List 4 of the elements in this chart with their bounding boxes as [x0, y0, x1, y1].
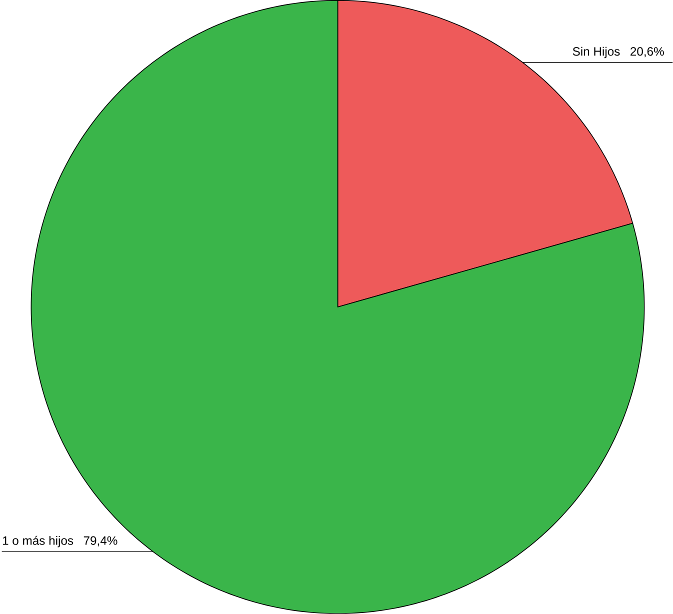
data-label: 79,4% [84, 536, 118, 546]
slice-label: 1 o más hijos [2, 536, 74, 548]
slice-label: Sin Hijos [572, 46, 620, 58]
data-label: 20,6% [630, 47, 664, 58]
